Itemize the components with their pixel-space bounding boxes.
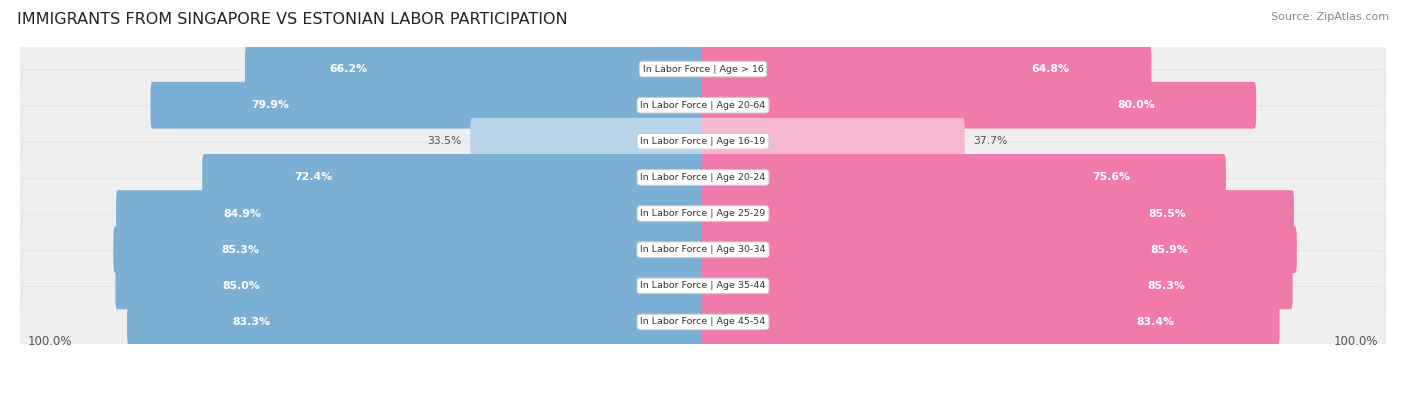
FancyBboxPatch shape (702, 154, 1226, 201)
FancyBboxPatch shape (702, 82, 1256, 129)
Text: In Labor Force | Age 30-34: In Labor Force | Age 30-34 (640, 245, 766, 254)
FancyBboxPatch shape (127, 299, 704, 345)
FancyBboxPatch shape (470, 118, 704, 165)
FancyBboxPatch shape (21, 106, 1385, 177)
Text: 85.3%: 85.3% (1147, 281, 1185, 291)
FancyBboxPatch shape (21, 178, 1385, 249)
Text: In Labor Force | Age 20-64: In Labor Force | Age 20-64 (640, 101, 766, 110)
Text: 75.6%: 75.6% (1092, 173, 1130, 182)
FancyBboxPatch shape (21, 70, 1385, 141)
Text: In Labor Force | Age > 16: In Labor Force | Age > 16 (643, 64, 763, 73)
Text: 64.8%: 64.8% (1031, 64, 1069, 74)
Text: 83.4%: 83.4% (1136, 317, 1174, 327)
Text: 83.3%: 83.3% (232, 317, 270, 327)
Text: In Labor Force | Age 16-19: In Labor Force | Age 16-19 (640, 137, 766, 146)
Text: 85.0%: 85.0% (222, 281, 260, 291)
Text: In Labor Force | Age 20-24: In Labor Force | Age 20-24 (640, 173, 766, 182)
FancyBboxPatch shape (245, 46, 704, 92)
FancyBboxPatch shape (150, 82, 704, 129)
FancyBboxPatch shape (21, 142, 1385, 213)
FancyBboxPatch shape (21, 286, 1385, 357)
FancyBboxPatch shape (702, 226, 1296, 273)
FancyBboxPatch shape (202, 154, 704, 201)
FancyBboxPatch shape (702, 190, 1294, 237)
Text: 84.9%: 84.9% (224, 209, 262, 218)
FancyBboxPatch shape (702, 299, 1279, 345)
FancyBboxPatch shape (115, 262, 704, 309)
Text: 33.5%: 33.5% (427, 136, 463, 146)
Text: 79.9%: 79.9% (252, 100, 290, 110)
Text: 100.0%: 100.0% (28, 335, 72, 348)
Text: 66.2%: 66.2% (329, 64, 367, 74)
Text: 85.3%: 85.3% (221, 245, 259, 255)
Text: 72.4%: 72.4% (294, 173, 332, 182)
Text: In Labor Force | Age 25-29: In Labor Force | Age 25-29 (640, 209, 766, 218)
Text: In Labor Force | Age 35-44: In Labor Force | Age 35-44 (640, 281, 766, 290)
Text: 85.9%: 85.9% (1150, 245, 1188, 255)
FancyBboxPatch shape (702, 46, 1152, 92)
FancyBboxPatch shape (117, 190, 704, 237)
FancyBboxPatch shape (114, 226, 704, 273)
FancyBboxPatch shape (21, 250, 1385, 321)
FancyBboxPatch shape (702, 262, 1292, 309)
Text: In Labor Force | Age 45-54: In Labor Force | Age 45-54 (640, 318, 766, 327)
Text: 100.0%: 100.0% (1334, 335, 1378, 348)
FancyBboxPatch shape (21, 34, 1385, 105)
Text: IMMIGRANTS FROM SINGAPORE VS ESTONIAN LABOR PARTICIPATION: IMMIGRANTS FROM SINGAPORE VS ESTONIAN LA… (17, 12, 568, 27)
Text: Source: ZipAtlas.com: Source: ZipAtlas.com (1271, 12, 1389, 22)
FancyBboxPatch shape (702, 118, 965, 165)
FancyBboxPatch shape (21, 214, 1385, 285)
Text: 85.5%: 85.5% (1149, 209, 1187, 218)
Text: 37.7%: 37.7% (973, 136, 1008, 146)
Text: 80.0%: 80.0% (1118, 100, 1154, 110)
